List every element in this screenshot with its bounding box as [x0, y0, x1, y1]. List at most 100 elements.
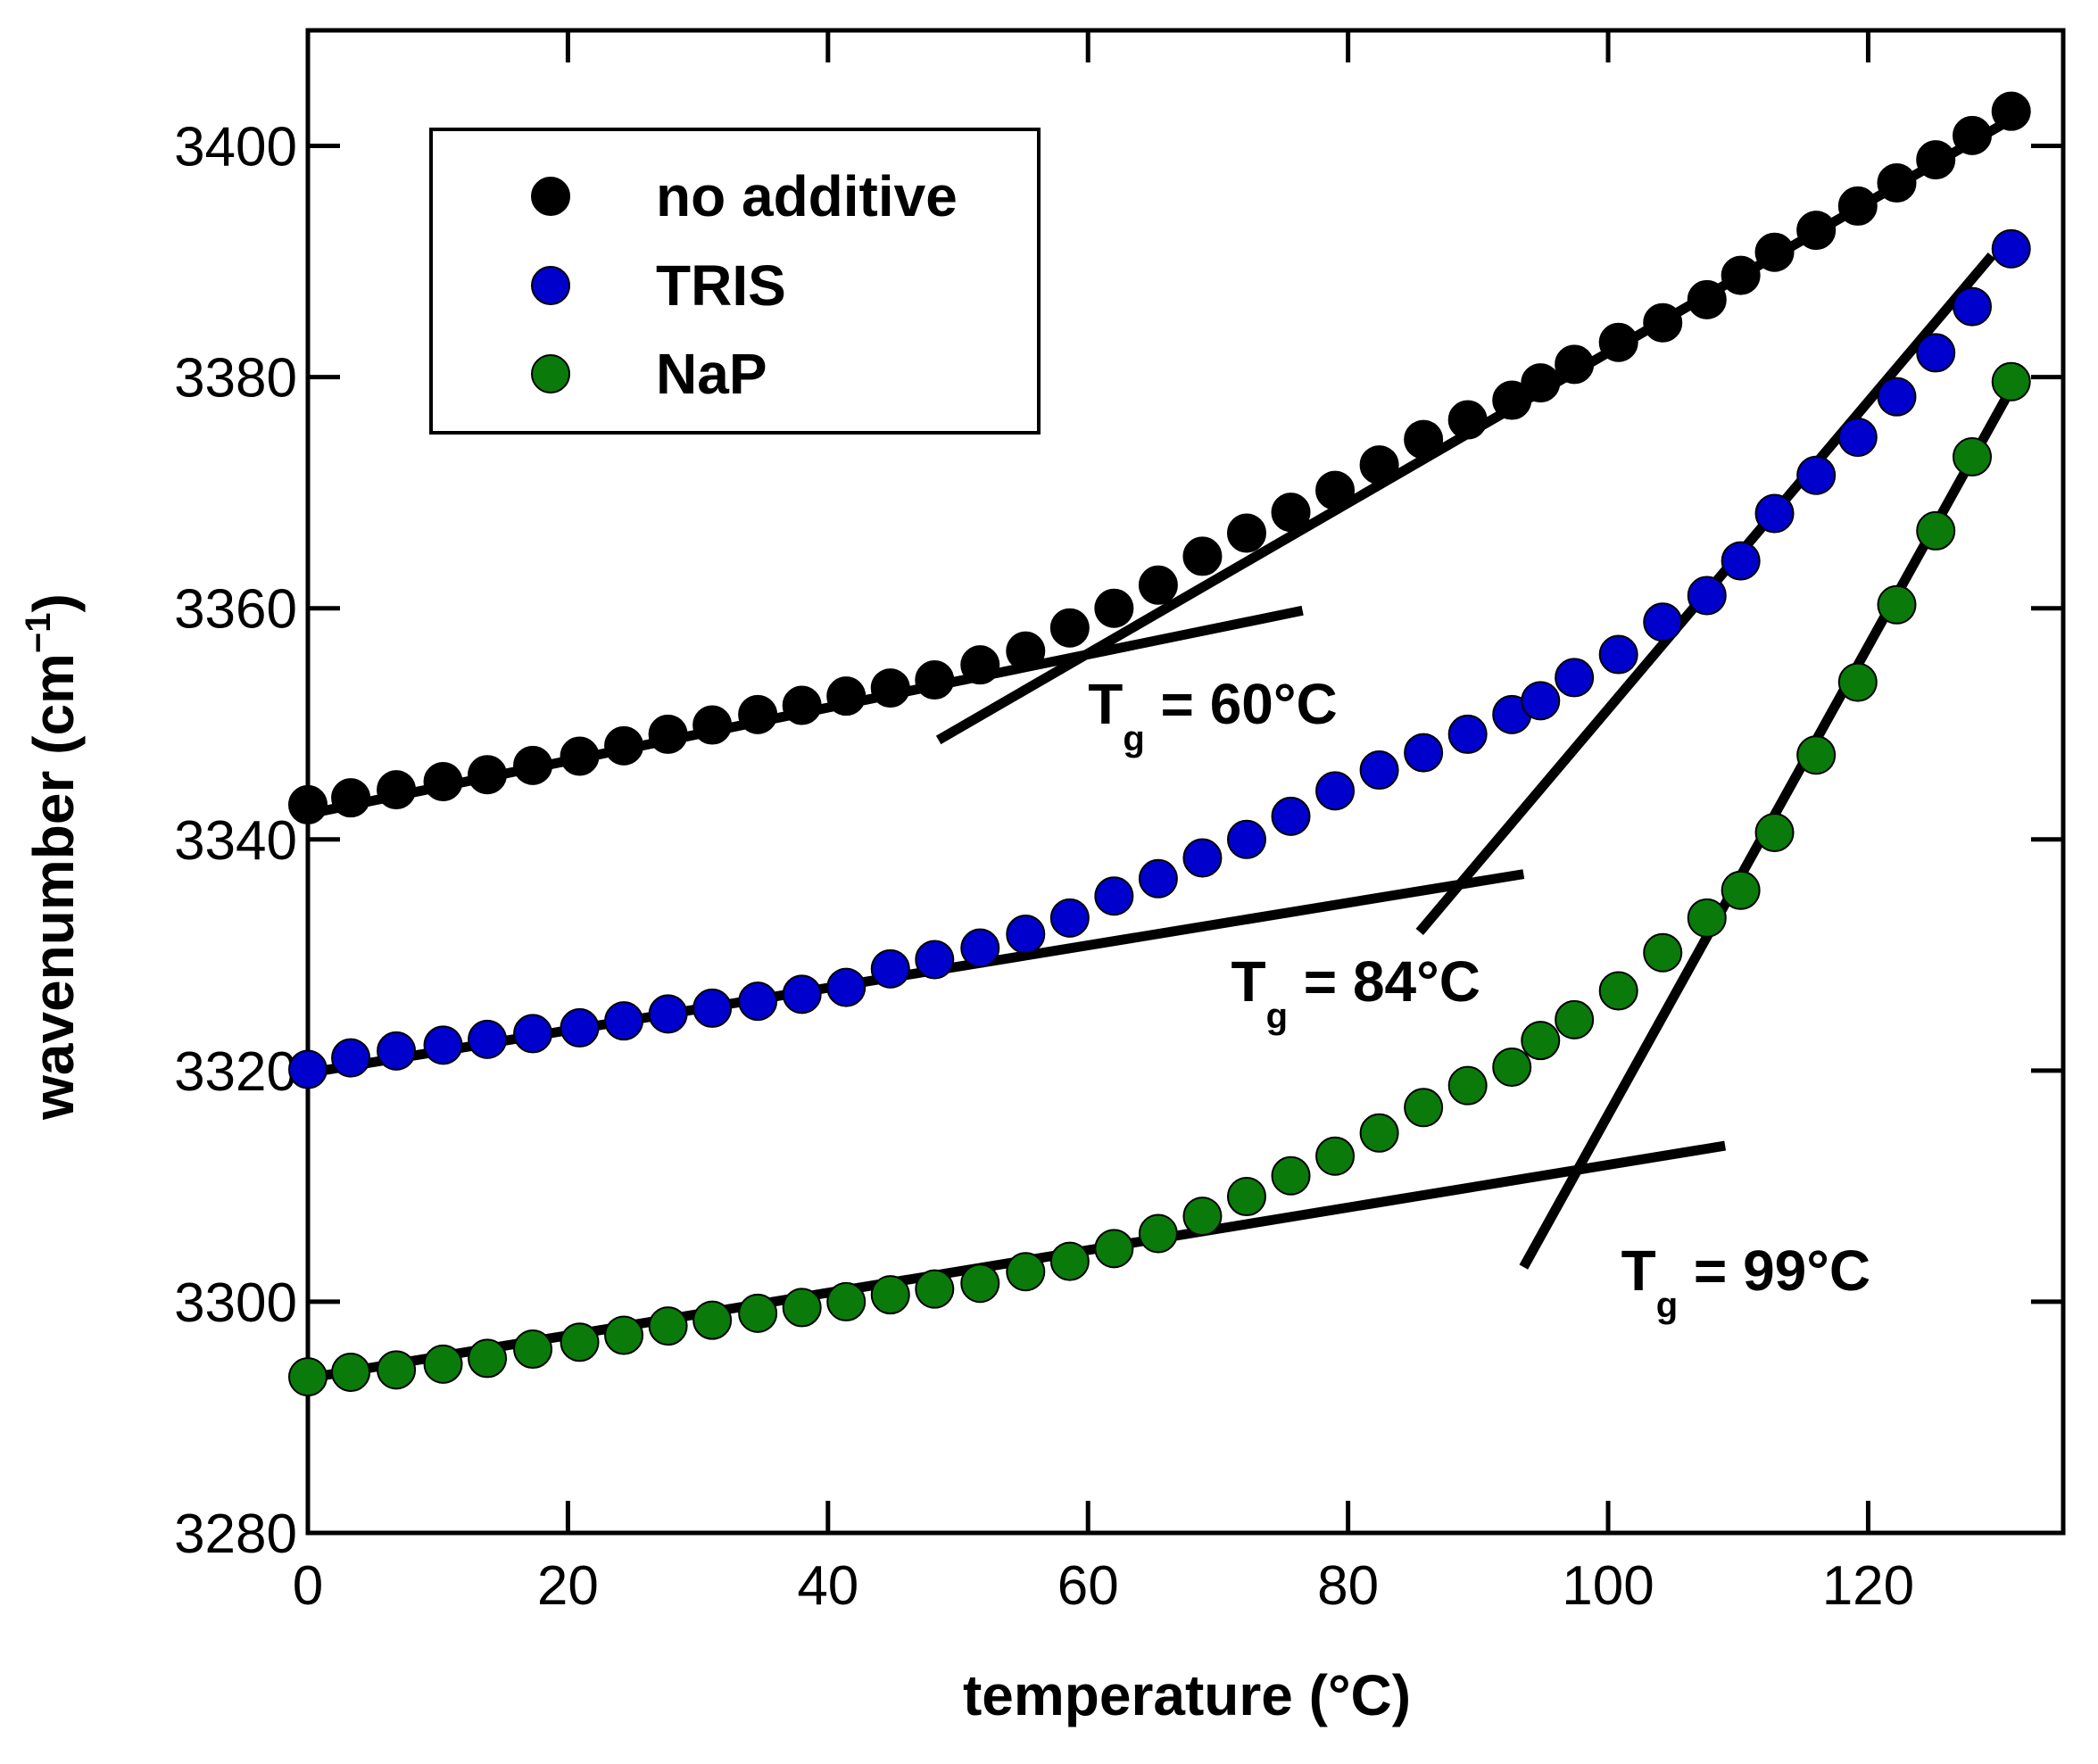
point-no-additive: [1049, 608, 1090, 648]
point-nap: [1049, 1241, 1090, 1281]
point-nap: [1492, 1047, 1532, 1087]
y-axis-title: wavenumber (cm−1): [19, 593, 86, 1121]
legend-label-tris: TRIS: [656, 253, 786, 318]
point-tris: [1837, 417, 1878, 457]
point-no-additive: [288, 784, 328, 824]
point-tris: [423, 1025, 463, 1065]
point-nap: [288, 1357, 328, 1397]
point-nap: [1598, 971, 1638, 1011]
tg-symbol: T: [1621, 1238, 1656, 1303]
point-no-additive: [870, 668, 910, 708]
point-no-additive: [1138, 565, 1178, 605]
point-tris: [738, 981, 778, 1022]
point-no-additive: [1598, 322, 1638, 362]
point-no-additive: [1796, 211, 1837, 251]
point-nap: [1138, 1213, 1178, 1254]
point-nap: [423, 1344, 463, 1384]
point-no-additive: [1271, 493, 1311, 533]
y-axis-title-main: wavenumber (cm: [21, 653, 86, 1121]
tg-annotation-2: Tg = 99°C: [1621, 1238, 1870, 1325]
y-tick-label: 3300: [174, 1272, 297, 1334]
point-tris: [1916, 333, 1956, 373]
y-tick-label: 3320: [174, 1041, 297, 1103]
point-tris: [826, 967, 867, 1007]
point-no-additive: [331, 778, 371, 818]
tg-symbol: T: [1231, 949, 1265, 1014]
point-no-additive: [738, 694, 778, 734]
point-no-additive: [423, 762, 463, 801]
point-no-additive: [1226, 513, 1266, 553]
point-nap: [960, 1263, 1000, 1304]
point-no-additive: [1094, 588, 1134, 628]
point-tris: [288, 1049, 328, 1089]
point-no-additive: [826, 676, 867, 716]
point-tris: [692, 988, 733, 1028]
point-no-additive: [1006, 631, 1046, 671]
point-no-additive: [1404, 419, 1444, 460]
y-axis-title-close: ): [21, 593, 86, 612]
point-tris: [1359, 750, 1399, 791]
point-tris: [1521, 681, 1561, 721]
point-tris: [915, 940, 955, 980]
tg-value: = 84°C: [1288, 949, 1480, 1014]
point-no-additive: [513, 745, 553, 785]
point-tris: [648, 994, 688, 1034]
point-nap: [1182, 1197, 1223, 1237]
point-no-additive: [468, 755, 508, 795]
point-tris: [1182, 838, 1223, 878]
point-nap: [1721, 870, 1761, 910]
point-tris: [331, 1038, 371, 1078]
point-nap: [1877, 584, 1917, 625]
point-nap: [1226, 1177, 1266, 1217]
legend-marker-no-additive: [531, 177, 570, 216]
legend-label-no-additive: no additive: [656, 164, 958, 228]
data-points: [288, 91, 2031, 1397]
tris-low-fit: [307, 869, 1525, 1078]
point-no-additive: [782, 685, 822, 725]
tg-value: = 60°C: [1145, 672, 1338, 736]
point-tris: [1555, 658, 1595, 698]
point-nap: [1447, 1065, 1488, 1106]
point-nap: [1404, 1088, 1444, 1128]
point-nap: [1991, 361, 2031, 402]
y-tick-label: 3340: [174, 810, 297, 872]
y-axis-title-superscript: −1: [19, 612, 58, 653]
point-no-additive: [377, 770, 417, 810]
point-tris: [1721, 541, 1761, 581]
point-tris: [960, 928, 1000, 968]
point-no-additive: [1315, 470, 1356, 510]
point-no-additive: [1991, 91, 2031, 131]
x-tick-label: 80: [1317, 1555, 1379, 1617]
y-tick-label: 3380: [174, 348, 297, 410]
point-tris: [1754, 493, 1795, 534]
point-no-additive: [1837, 186, 1878, 226]
point-nap: [1796, 735, 1837, 775]
point-nap: [692, 1300, 733, 1340]
point-no-additive: [1687, 279, 1727, 319]
point-nap: [648, 1306, 688, 1346]
x-axis-ticks: 0 20 40 60 80 100 120: [293, 30, 1914, 1617]
tg-annotation-1: Tg = 84°C: [1231, 949, 1480, 1036]
point-tris: [1315, 771, 1356, 811]
point-nap: [1555, 999, 1595, 1039]
point-nap: [915, 1269, 955, 1309]
point-nap: [604, 1315, 644, 1355]
x-tick-label: 60: [1057, 1555, 1119, 1617]
point-nap: [1521, 1021, 1561, 1061]
point-no-additive: [1877, 162, 1917, 203]
point-tris: [1271, 796, 1311, 836]
tg-subscript: g: [1123, 719, 1144, 758]
point-tris: [1447, 714, 1488, 754]
point-tris: [1006, 914, 1046, 954]
point-tris: [1991, 228, 2031, 269]
point-nap: [1006, 1252, 1046, 1292]
point-tris: [1953, 286, 1993, 327]
point-tris: [1404, 733, 1444, 773]
x-tick-label: 0: [293, 1555, 323, 1617]
point-nap: [738, 1293, 778, 1333]
point-tris: [1226, 819, 1266, 859]
point-nap: [1837, 662, 1878, 702]
point-nap: [513, 1329, 553, 1370]
point-tris: [1687, 576, 1727, 616]
tg-annotations: Tg = 60°C Tg = 84°C Tg = 99°C: [1088, 672, 1870, 1325]
